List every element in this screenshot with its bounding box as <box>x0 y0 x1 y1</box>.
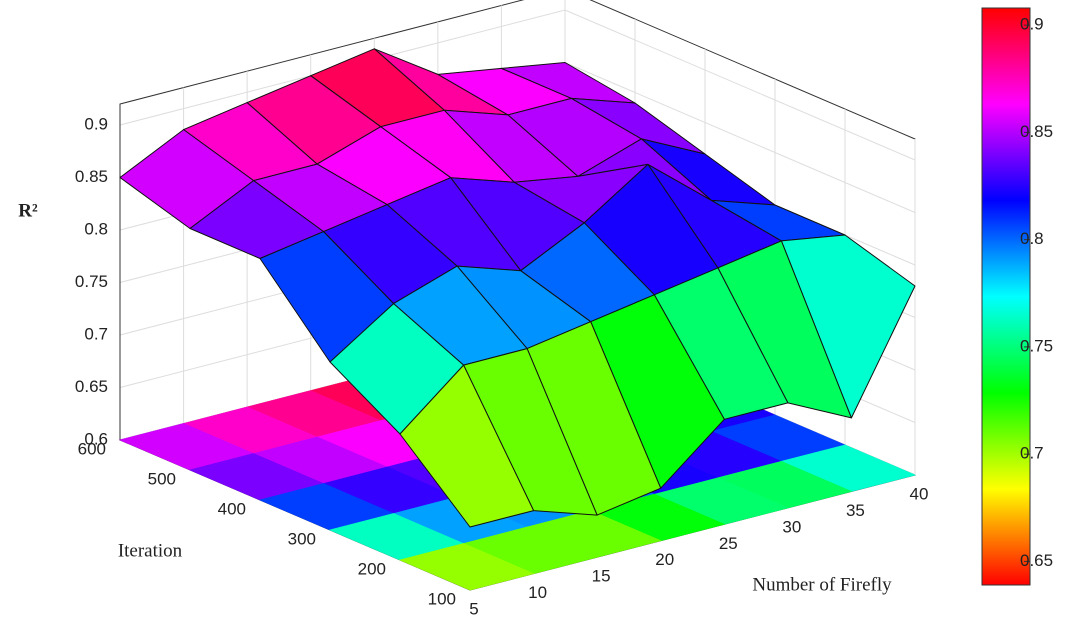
colorbar-scale <box>981 7 1031 586</box>
surface-patch <box>399 364 535 528</box>
y-tick-label: 200 <box>358 559 386 578</box>
axis-labels: R² Iteration Number of Firefly 0.6 0.65 0.… <box>18 114 928 618</box>
y-tick-label: 500 <box>148 469 176 488</box>
z-tick-label: 0.65 <box>75 377 108 396</box>
y-tick-label: 400 <box>218 499 246 518</box>
y-tick-label: 600 <box>78 439 106 458</box>
x-tick-label: 15 <box>592 567 611 586</box>
x-tick-label: 40 <box>910 484 929 503</box>
colorbar-tick-label: 0.75 <box>1020 336 1053 355</box>
y-tick-label: 100 <box>428 589 456 608</box>
z-tick-label: 0.75 <box>75 272 108 291</box>
colorbar-tick-label: 0.7 <box>1020 444 1044 463</box>
colorbar-tick-label: 0.8 <box>1020 229 1044 248</box>
z-tick-label: 0.6 <box>84 429 108 448</box>
colorbar-tick-label: 0.85 <box>1020 122 1053 141</box>
x-tick-label: 30 <box>782 517 801 536</box>
colorbar: 0.65 0.7 0.75 0.8 0.85 0.9 <box>981 7 1053 586</box>
x-axis-label: Number of Firefly <box>752 574 892 595</box>
colorbar-tick-label: 0.9 <box>1020 15 1044 34</box>
x-tick-label: 10 <box>528 583 547 602</box>
x-tick-label: 35 <box>846 501 865 520</box>
z-tick-label: 0.9 <box>84 114 108 133</box>
y-axis-label: Iteration <box>118 540 183 561</box>
z-axis-label: R² <box>18 200 38 221</box>
colorbar-tick-label: 0.65 <box>1020 551 1053 570</box>
x-tick-label: 25 <box>719 534 738 553</box>
surface <box>119 48 916 528</box>
x-tick-label: 20 <box>655 550 674 569</box>
z-tick-label: 0.85 <box>75 167 108 186</box>
z-tick-label: 0.8 <box>84 219 108 238</box>
z-tick-label: 0.7 <box>84 324 108 343</box>
y-tick-label: 300 <box>288 529 316 548</box>
x-tick-label: 5 <box>469 599 478 618</box>
floor-cell <box>398 543 535 591</box>
